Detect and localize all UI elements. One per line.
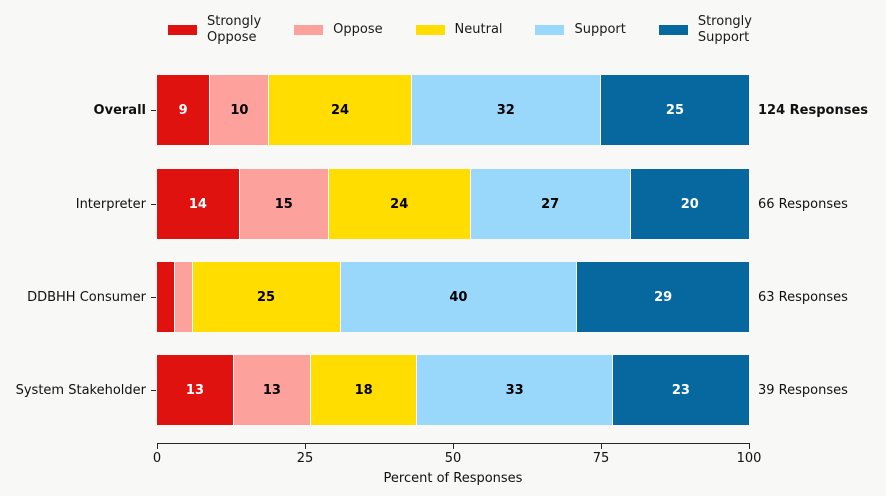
bar-value-label: 15 [274,196,293,212]
category-label: System Stakeholder [15,382,146,398]
bar-segment: 33 [417,355,613,425]
legend-label-line: Strongly [207,13,262,29]
bar-row-overall: Overall 9 10 24 32 25 124 Responses [0,75,886,145]
legend-label: Neutral [454,21,503,37]
bar-value-label: 23 [671,382,690,398]
legend-label: Oppose [333,21,383,37]
bar-segment: 13 [157,355,234,425]
bar-segment: 13 [233,355,311,425]
bar-row-interpreter: Interpreter 14 15 24 27 20 66 Responses [0,169,886,239]
stacked-bar: 25 40 29 [157,262,749,332]
bar-segment: 10 [210,75,270,145]
bar-value-label: 10 [230,102,249,118]
bar-segment: 23 [612,355,749,425]
chart-legend: Strongly Oppose Oppose Neutral Support S… [168,6,752,54]
bar-value-label: 24 [330,102,350,118]
bar-segment [174,262,193,332]
bar-value-label: 27 [541,196,560,212]
neutral-swatch-icon [415,25,445,35]
strongly-oppose-swatch-icon [168,25,197,35]
stacked-bar: 13 13 18 33 23 [157,355,749,425]
bar-value-label: 24 [390,196,409,212]
bar-segment: 27 [470,169,631,239]
legend-label: Strongly Support [698,14,752,47]
legend-label-line: Support [697,30,750,45]
legend-label: Support [574,21,626,37]
bar-segment: 15 [239,169,329,239]
bar-segment: 20 [630,169,749,239]
response-count-label: 39 Responses [758,382,848,398]
support-swatch-icon [535,25,565,35]
x-tick-mark [305,444,307,449]
bar-segment: 40 [340,262,578,332]
bar-segment: 25 [192,262,341,332]
legend-item-support: Support [535,21,626,38]
bar-value-label: 13 [262,382,281,398]
bar-segment: 29 [577,262,749,332]
x-tick-label: 50 [444,451,462,466]
bar-segment: 9 [157,75,211,145]
x-tick-label: 75 [592,451,610,466]
bar-value-label: 25 [665,102,685,118]
bar-value-label: 18 [354,382,373,398]
y-tick-mark [151,204,156,206]
y-tick-mark [151,297,156,299]
bar-segment: 24 [328,169,471,239]
stacked-bar: 14 15 24 27 20 [157,169,749,239]
x-axis-line [157,443,750,445]
legend-label: Strongly Oppose [207,14,261,47]
bar-value-label: 25 [256,289,276,305]
bar-value-label: 40 [449,289,468,305]
x-tick-mark [453,444,455,449]
bar-value-label: 33 [505,382,524,398]
legend-item-strongly-oppose: Strongly Oppose [168,14,261,47]
legend-label-line: Oppose [207,30,257,45]
bar-value-label: 14 [188,196,207,212]
category-label: Overall [93,102,146,118]
bar-value-label: 9 [178,102,188,118]
bar-row-system-stakeholder: System Stakeholder 13 13 18 33 23 39 Res… [0,355,886,425]
category-label: DDBHH Consumer [27,289,146,305]
bar-value-label: 32 [496,102,515,118]
legend-label-line: Strongly [697,13,752,29]
response-count-label: 63 Responses [758,289,848,305]
legend-item-oppose: Oppose [294,21,383,38]
bar-value-label: 29 [654,289,673,305]
x-axis-title: Percent of Responses [383,471,523,486]
bar-segment: 14 [157,169,240,239]
response-count-label: 66 Responses [758,196,848,212]
stacked-bar: 9 10 24 32 25 [157,75,749,145]
bar-segment [157,262,175,332]
strongly-support-swatch-icon [658,25,688,35]
bar-segment: 32 [411,75,601,145]
legend-item-neutral: Neutral [415,21,503,38]
bar-segment: 24 [269,75,412,145]
oppose-swatch-icon [294,25,324,35]
bar-value-label: 13 [185,382,205,398]
bar-value-label: 20 [680,196,699,212]
response-count-label: 124 Responses [758,102,869,118]
bar-row-ddbhh-consumer: DDBHH Consumer 25 40 29 63 Responses [0,262,886,332]
category-label: Interpreter [75,196,146,212]
x-tick-mark [749,444,751,449]
legend-item-strongly-support: Strongly Support [658,14,752,47]
y-tick-mark [151,390,156,392]
bar-segment: 18 [310,355,418,425]
x-tick-mark [601,444,603,449]
x-tick-label: 0 [152,451,162,466]
y-tick-mark [151,110,156,112]
bar-segment: 25 [600,75,749,145]
x-tick-label: 25 [296,451,314,466]
x-tick-label: 100 [736,451,762,466]
x-tick-mark [157,444,159,449]
